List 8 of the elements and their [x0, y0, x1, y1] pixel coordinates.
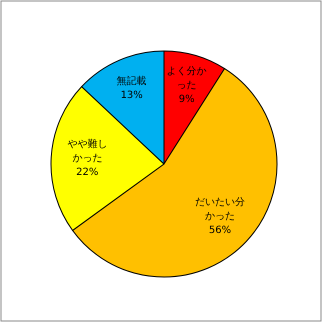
data-label: 9% — [178, 92, 196, 107]
data-label: 13% — [120, 89, 144, 104]
slice-label: だいたい分かった — [194, 196, 246, 224]
slice-label: よく分かった — [166, 64, 207, 93]
slice-label: やや難しかった — [66, 138, 108, 166]
data-label: 56% — [208, 224, 232, 238]
data-label: 22% — [75, 166, 100, 180]
slice-label: 無記載 — [116, 75, 148, 90]
